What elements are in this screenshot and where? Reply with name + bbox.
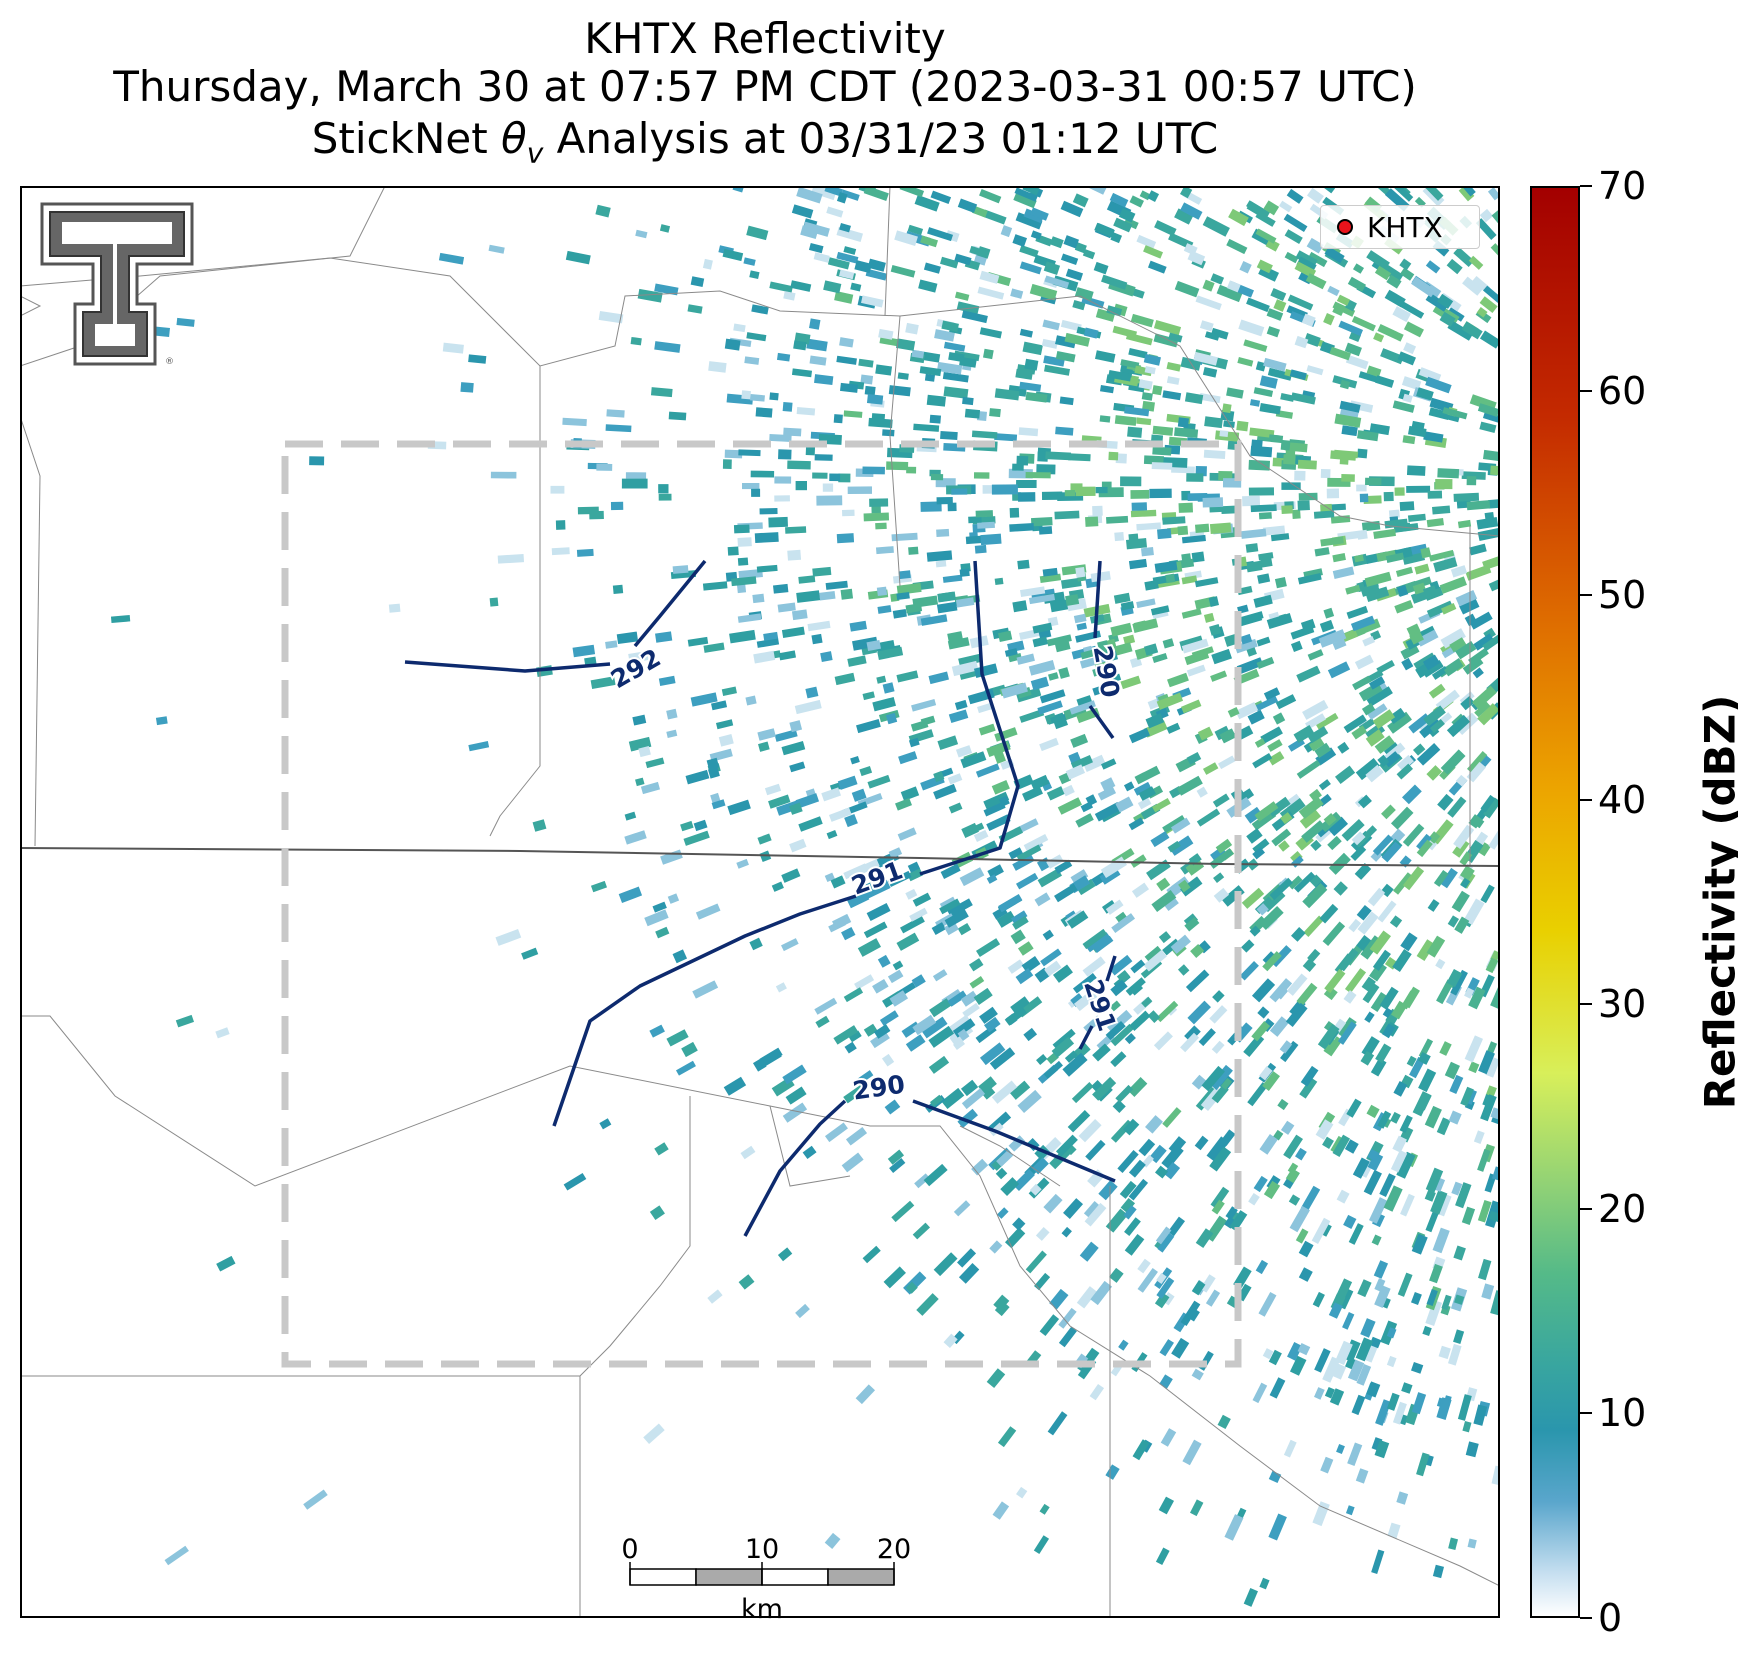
theta-subscript: v [526, 136, 544, 170]
colorbar-tick-label: 50 [1598, 573, 1647, 618]
contour-291-east [1105, 955, 1117, 982]
scale-unit: km [741, 1594, 783, 1625]
contour-290-north [1093, 560, 1102, 639]
texas-tech-logo-icon: ® [40, 202, 194, 367]
radar-map: 292 290 291 291 290 ® [20, 186, 1500, 1618]
contour-291-east-b [1078, 1025, 1094, 1050]
colorbar-tick-label: 70 [1598, 164, 1647, 208]
colorbar-tick-label: 30 [1598, 982, 1647, 1027]
colorbar [1530, 186, 1580, 1618]
logo-registered-mark: ® [165, 357, 174, 367]
scale-bar [629, 1562, 895, 1586]
map-legend: KHTX [1320, 205, 1480, 249]
county-boundaries [20, 186, 1500, 1618]
contour-290-south [912, 1099, 1116, 1183]
reflectivity-echoes [110, 186, 1500, 1607]
contour-label: 290 [851, 1070, 907, 1106]
colorbar-tick [1580, 1412, 1592, 1415]
scale-label-0: 0 [621, 1534, 639, 1565]
contour-291-main-b [552, 894, 857, 1127]
colorbar-tick-label: 60 [1598, 368, 1647, 413]
colorbar-tick-label: 40 [1598, 777, 1647, 822]
theta-symbol: θ [501, 114, 527, 163]
colorbar-tick-label: 0 [1598, 1596, 1623, 1640]
colorbar-tick [1580, 1003, 1592, 1006]
scale-label-10: 10 [744, 1534, 780, 1565]
colorbar-tick [1580, 1617, 1592, 1619]
colorbar-tick [1580, 798, 1592, 801]
contour-290-south-b [743, 1099, 847, 1237]
map-subtitle-analysis: StickNet θv Analysis at 03/31/23 01:12 U… [0, 114, 1530, 169]
map-title: KHTX Reflectivity [584, 14, 946, 63]
legend-label: KHTX [1367, 210, 1443, 244]
analysis-domain-box [281, 440, 1242, 1368]
contour-290-north-b [1088, 704, 1115, 740]
analysis-suffix: Analysis at 03/31/23 01:12 UTC [543, 114, 1219, 163]
analysis-prefix: StickNet [311, 114, 502, 163]
colorbar-tick [1580, 1207, 1592, 1210]
colorbar-tick-label: 20 [1598, 1186, 1647, 1231]
colorbar-tick [1580, 389, 1592, 392]
colorbar-tick-label: 10 [1598, 1391, 1647, 1436]
colorbar-tick [1580, 185, 1592, 187]
colorbar-tick [1580, 594, 1592, 597]
colorbar-label: Reflectivity (dBZ) [1695, 694, 1738, 1110]
theta-v-contours [404, 559, 1117, 1237]
state-boundary [20, 847, 1500, 867]
map-subtitle-time: Thursday, March 30 at 07:57 PM CDT (2023… [113, 62, 1417, 111]
contour-291-main [919, 560, 1020, 876]
contour-292 [404, 660, 611, 673]
scale-label-20: 20 [876, 1534, 912, 1565]
contour-292-b [633, 559, 707, 648]
radar-site-marker-icon [1337, 219, 1353, 235]
